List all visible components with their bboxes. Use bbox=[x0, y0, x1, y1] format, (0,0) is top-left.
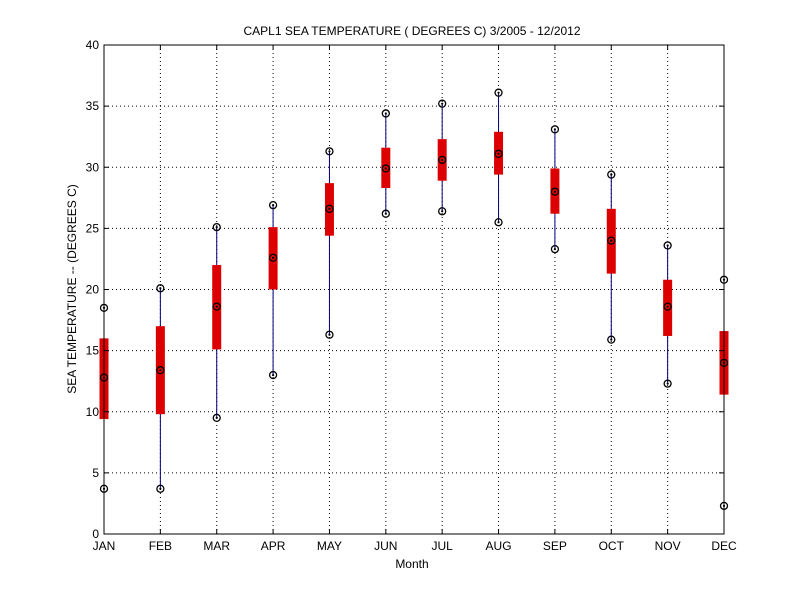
median-marker-dot bbox=[553, 190, 557, 193]
max-marker bbox=[325, 147, 334, 156]
y-tick-label: 30 bbox=[86, 160, 100, 174]
y-tick-label: 35 bbox=[86, 99, 100, 113]
min-marker-dot bbox=[159, 487, 162, 490]
min-marker-dot bbox=[328, 333, 331, 336]
y-tick-label: 15 bbox=[86, 344, 100, 358]
min-marker bbox=[663, 379, 672, 388]
min-marker-dot bbox=[215, 416, 218, 419]
max-marker-dot bbox=[610, 173, 613, 176]
x-tick-label: MAY bbox=[317, 539, 342, 553]
chart-title: CAPL1 SEA TEMPERATURE ( DEGREES C) 3/200… bbox=[243, 24, 580, 38]
max-marker bbox=[268, 200, 278, 210]
median-marker-dot bbox=[384, 167, 387, 170]
y-axis-label: SEA TEMPERATURE -- (DEGREES C) bbox=[65, 184, 79, 394]
x-tick-label: OCT bbox=[599, 539, 625, 553]
y-tick-label: 0 bbox=[92, 527, 99, 541]
median-marker bbox=[663, 302, 672, 311]
median-marker-dot bbox=[215, 305, 218, 308]
max-marker bbox=[381, 109, 390, 118]
median-marker-dot bbox=[441, 158, 444, 162]
max-marker bbox=[494, 88, 503, 97]
min-marker-dot bbox=[497, 221, 500, 224]
min-marker-dot bbox=[441, 210, 444, 213]
median-marker bbox=[325, 204, 334, 213]
y-tick-label: 25 bbox=[86, 221, 100, 235]
x-tick-label: DEC bbox=[711, 539, 737, 553]
min-marker bbox=[268, 370, 278, 380]
x-tick-label: NOV bbox=[655, 539, 681, 553]
min-marker bbox=[494, 218, 503, 227]
max-marker-dot bbox=[441, 102, 444, 105]
median-marker bbox=[607, 236, 616, 245]
median-marker-dot bbox=[610, 239, 613, 242]
axis-layer: 0 5 10 15 20 25 30 35 40 JAN FEB MAR APR MAY JUN JUL AUG… bbox=[86, 38, 737, 553]
median-marker-dot bbox=[666, 305, 669, 308]
min-marker bbox=[325, 330, 334, 339]
x-tick-label: JUN bbox=[374, 539, 397, 553]
y-tick-label: 20 bbox=[86, 283, 100, 297]
min-marker bbox=[156, 484, 165, 493]
max-marker bbox=[550, 125, 560, 134]
min-marker-dot bbox=[553, 248, 557, 251]
max-marker-dot bbox=[159, 287, 162, 290]
median-marker bbox=[494, 149, 503, 158]
max-marker bbox=[607, 170, 616, 179]
median-marker-dot bbox=[271, 256, 275, 259]
min-marker-dot bbox=[610, 338, 613, 341]
max-marker bbox=[663, 241, 672, 250]
max-marker-dot bbox=[553, 128, 557, 131]
y-tick-label: 5 bbox=[92, 466, 99, 480]
x-axis-label: Month bbox=[395, 557, 428, 571]
min-marker-dot bbox=[271, 373, 275, 377]
min-marker-dot bbox=[384, 212, 387, 215]
max-marker-dot bbox=[328, 150, 331, 153]
y-tick-label: 40 bbox=[86, 38, 100, 52]
y-tick-label: 10 bbox=[86, 405, 100, 419]
median-marker bbox=[381, 164, 390, 173]
x-tick-label: AUG bbox=[486, 539, 512, 553]
min-marker-dot bbox=[666, 382, 669, 385]
max-marker bbox=[438, 99, 447, 108]
max-marker bbox=[212, 223, 221, 232]
median-marker-dot bbox=[159, 369, 162, 372]
grid-layer bbox=[104, 45, 724, 534]
median-marker bbox=[438, 155, 447, 165]
max-marker bbox=[156, 284, 165, 293]
median-marker bbox=[212, 302, 221, 311]
x-tick-label: APR bbox=[261, 539, 286, 553]
median-marker-dot bbox=[497, 152, 500, 155]
x-tick-label: FEB bbox=[149, 539, 172, 553]
median-marker bbox=[268, 253, 278, 262]
min-marker bbox=[212, 413, 221, 423]
max-marker-dot bbox=[271, 204, 275, 207]
max-marker-dot bbox=[497, 91, 500, 94]
min-marker bbox=[381, 209, 390, 218]
min-marker bbox=[438, 207, 447, 216]
x-tick-label: JUL bbox=[432, 539, 454, 553]
iqr-box bbox=[663, 279, 673, 336]
max-marker-dot bbox=[666, 244, 669, 247]
median-marker bbox=[156, 366, 165, 375]
min-marker bbox=[550, 245, 560, 254]
max-marker-dot bbox=[215, 226, 218, 229]
data-layer bbox=[99, 88, 729, 511]
median-marker bbox=[550, 187, 560, 196]
median-marker-dot bbox=[328, 207, 331, 210]
x-tick-label: MAR bbox=[203, 539, 230, 553]
min-marker bbox=[607, 335, 616, 344]
max-marker-dot bbox=[384, 112, 387, 115]
x-tick-label: JAN bbox=[93, 539, 116, 553]
x-tick-label: SEP bbox=[543, 539, 567, 553]
